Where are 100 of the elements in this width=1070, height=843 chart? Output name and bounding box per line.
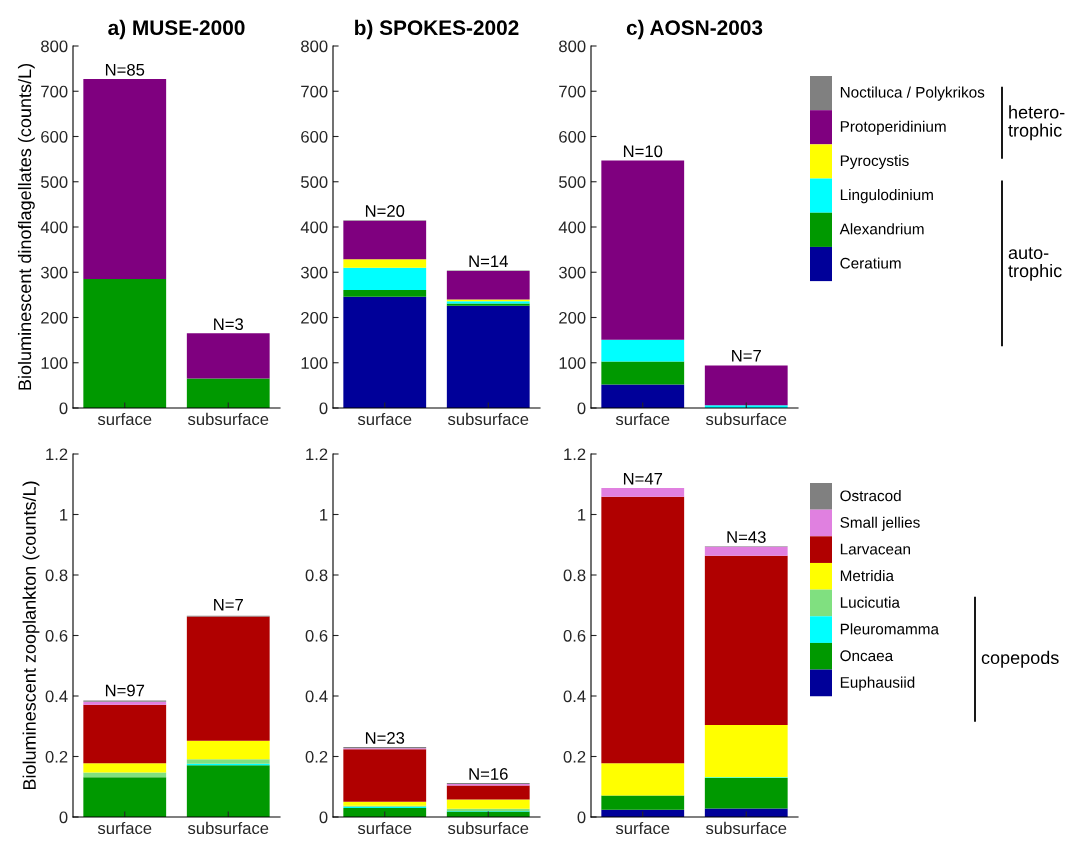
annotation: N=16	[469, 768, 508, 780]
y-tick-label: 100	[301, 357, 328, 369]
bar	[704, 725, 788, 778]
y-tick-label: 0.8	[563, 569, 586, 582]
annotation: N=20	[365, 205, 405, 217]
bar	[704, 546, 788, 556]
annotation: N=43	[727, 531, 766, 543]
x-tick-label: surface	[615, 412, 670, 426]
bar	[343, 749, 427, 802]
y-tick-label: 300	[40, 266, 68, 279]
legend-label: Metridia	[840, 569, 894, 582]
bar	[343, 259, 427, 268]
y-tick-label: 0.2	[45, 750, 68, 763]
y-tick-label: 200	[559, 311, 586, 324]
y-tick-label: 0.6	[45, 629, 68, 642]
y-tick-label: 300	[558, 266, 586, 279]
x-tick-label: subsurface	[447, 412, 529, 426]
legend-label: Oncaea	[840, 650, 894, 662]
bar	[601, 763, 685, 796]
y-tick-label: 1	[578, 509, 586, 521]
y-tick-label: 300	[300, 266, 328, 279]
y-tick-label: 0.2	[305, 750, 328, 763]
annotation: N=23	[365, 732, 405, 744]
annotation: N=7	[732, 350, 761, 362]
x-tick-label: subsurface	[705, 412, 787, 426]
bar	[83, 79, 167, 280]
y-tick-label: 0.4	[305, 690, 328, 703]
legend-label: Protoperidinium	[840, 120, 946, 135]
bar	[704, 365, 788, 406]
y-tick-label: 0	[577, 402, 586, 415]
x-tick-label: surface	[615, 821, 670, 835]
y-tick-label: 600	[41, 130, 68, 143]
y-tick-label: 500	[41, 176, 68, 188]
bar	[446, 785, 530, 800]
y-tick-label: 400	[558, 221, 586, 234]
y-tick-label: 0.6	[563, 629, 586, 642]
bar	[343, 296, 427, 408]
chart-title: b) SPOKES-2002	[355, 19, 519, 40]
bar	[186, 765, 270, 817]
y-tick-label: 0.8	[45, 569, 68, 582]
y-tick-label: 1.2	[46, 448, 68, 461]
y-tick-label: 0	[319, 402, 328, 415]
legend-label: Noctiluca / Polykrikos	[840, 86, 985, 101]
bar	[186, 759, 270, 764]
annotation: N=47	[623, 472, 663, 485]
bar	[601, 487, 685, 497]
bar	[601, 361, 685, 385]
legend-label: Larvacean	[840, 543, 910, 555]
bar	[186, 378, 270, 408]
y-tick-label: 1	[60, 509, 68, 521]
bar	[343, 220, 427, 260]
bar	[83, 704, 167, 764]
bar	[446, 270, 530, 300]
legend-label: Ostracod	[840, 489, 901, 502]
x-tick-label: surface	[357, 412, 412, 426]
y-tick-label: 0	[59, 402, 68, 415]
legend-label: Alexandrium	[839, 223, 924, 235]
text: hetero- trophic	[1008, 105, 1065, 141]
y-tick-label: 800	[41, 40, 68, 53]
bar	[601, 384, 685, 408]
annotation: N=14	[469, 255, 508, 267]
x-tick-label: subsurface	[187, 412, 269, 426]
bar	[186, 333, 270, 379]
y-tick-label: 700	[559, 85, 586, 98]
x-tick-label: surface	[97, 412, 152, 426]
bar	[601, 339, 685, 362]
y-tick-label: 100	[559, 357, 586, 369]
y-tick-label: 400	[300, 221, 328, 234]
text: auto- trophic	[1008, 247, 1062, 281]
y-tick-label: 0.8	[305, 569, 328, 582]
y-tick-label: 1	[320, 509, 328, 521]
chart-title: a) MUSE-2000	[108, 19, 245, 40]
y-axis-title: Bioluminescent dinoflagellates (counts/L)	[17, 64, 35, 390]
text: copepods	[981, 650, 1059, 668]
y-axis-title: Bioluminescent zooplankton (counts/L)	[22, 481, 40, 790]
y-tick-label: 100	[41, 357, 68, 369]
legend-label: Ceratium	[840, 257, 901, 269]
bar	[83, 763, 167, 773]
annotation: N=3	[214, 318, 244, 331]
annotation: N=7	[214, 599, 243, 611]
x-tick-label: subsurface	[705, 821, 787, 835]
annotation: N=10	[623, 145, 663, 158]
legend-label: Pleuromamma	[840, 623, 939, 635]
bar	[446, 305, 530, 408]
y-tick-label: 1.2	[306, 448, 328, 461]
bar	[704, 777, 788, 809]
legend-label: Lingulodinium	[840, 189, 933, 204]
bar	[186, 740, 270, 760]
y-tick-label: 800	[559, 40, 586, 53]
y-tick-label: 0	[319, 811, 328, 824]
annotation: N=97	[105, 684, 145, 697]
bar	[343, 801, 427, 806]
y-tick-label: 800	[301, 40, 328, 53]
y-tick-label: 0	[577, 811, 586, 824]
y-tick-label: 600	[559, 130, 586, 143]
legend-label: Small jellies	[840, 516, 920, 531]
y-tick-label: 700	[41, 85, 68, 98]
chart-title: c) AOSN-2003	[626, 19, 763, 40]
y-tick-label: 0	[59, 811, 68, 824]
bar	[83, 279, 167, 408]
